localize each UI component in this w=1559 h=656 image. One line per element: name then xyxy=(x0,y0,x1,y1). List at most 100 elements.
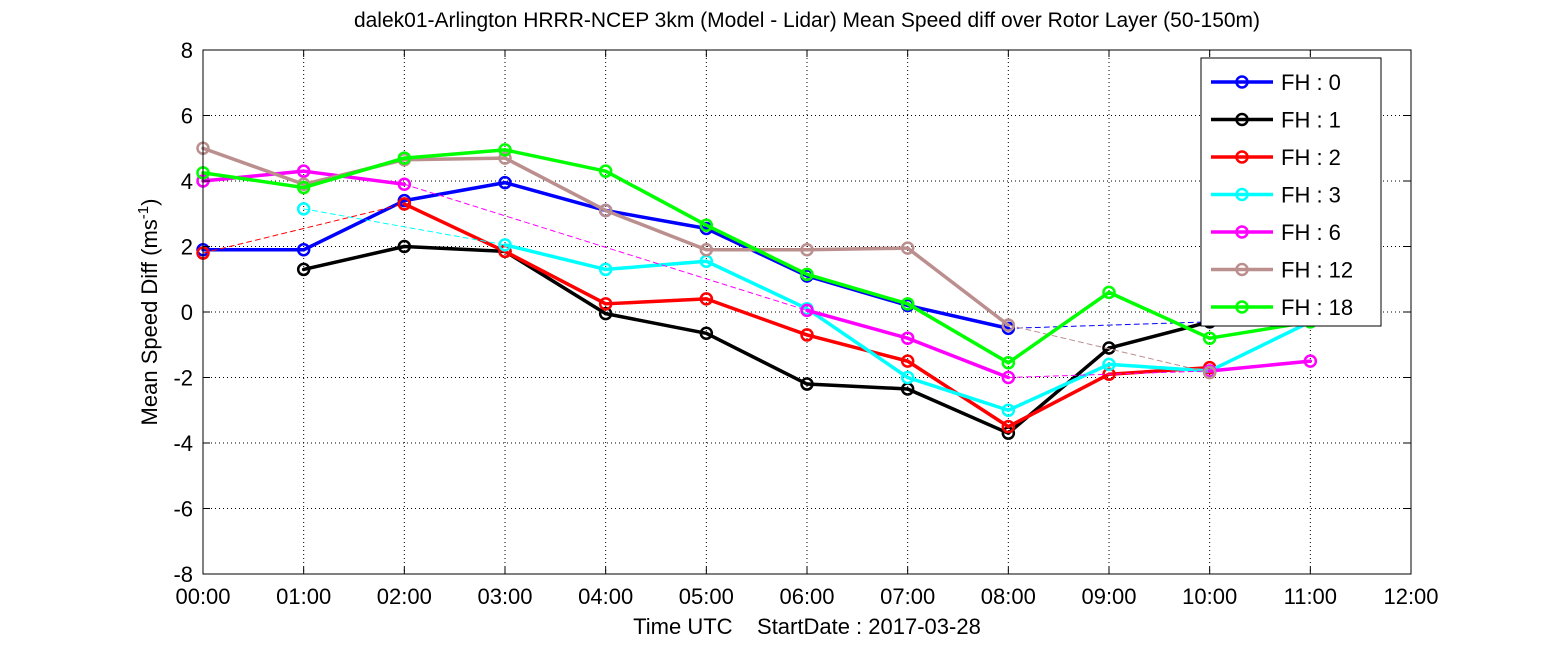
data-point xyxy=(498,151,512,165)
x-tick-label: 09:00 xyxy=(1081,584,1136,609)
series-line xyxy=(301,169,407,187)
x-tick-label: 07:00 xyxy=(880,584,935,609)
series-line xyxy=(603,297,709,306)
legend-entry: FH : 18 xyxy=(1211,295,1353,320)
series-line xyxy=(503,249,608,306)
legend-label: FH : 1 xyxy=(1281,108,1341,133)
legend-swatch-marker xyxy=(1235,187,1249,202)
series-line xyxy=(603,208,709,231)
series-line xyxy=(201,169,306,183)
data-point xyxy=(397,177,412,192)
series-gap-line xyxy=(1007,321,1211,329)
series-gap-line xyxy=(403,183,808,311)
y-tick-label: -8 xyxy=(173,562,193,587)
series-line xyxy=(603,311,709,336)
data-point xyxy=(800,377,814,391)
series-line xyxy=(402,148,507,160)
data-point xyxy=(397,151,412,165)
x-tick-label: 00:00 xyxy=(175,584,230,609)
legend-swatch-marker xyxy=(1235,75,1249,89)
series-line xyxy=(905,302,1011,365)
series-line xyxy=(603,208,709,252)
legend-swatch-marker xyxy=(1235,225,1249,239)
data-point xyxy=(598,203,613,218)
series-line xyxy=(503,148,608,173)
data-point xyxy=(498,175,512,190)
series-line xyxy=(503,180,608,213)
chart-title: dalek01-Arlington HRRR-NCEP 3km (Model -… xyxy=(354,9,1260,32)
legend-swatch-marker xyxy=(1235,300,1249,314)
data-point xyxy=(1202,331,1217,345)
y-tick-label: -4 xyxy=(173,431,193,456)
series-line xyxy=(1107,290,1212,340)
y-tick-label: -2 xyxy=(173,366,193,391)
data-point xyxy=(296,202,311,216)
series-gap-line xyxy=(303,208,506,246)
y-axis-label-superscript: -1 xyxy=(135,206,152,219)
series xyxy=(196,141,1217,380)
x-tick-label: 02:00 xyxy=(377,584,432,609)
data-point xyxy=(1102,285,1116,300)
y-axis-label: Mean Speed Diff (ms-1) xyxy=(135,199,162,426)
series-line xyxy=(301,244,407,272)
series-line xyxy=(905,246,1011,327)
y-tick-label: 8 xyxy=(181,38,193,63)
x-tick-label: 10:00 xyxy=(1182,584,1237,609)
data-point xyxy=(699,292,714,306)
series-line xyxy=(805,306,910,380)
series-line xyxy=(201,171,306,190)
legend-swatch-marker xyxy=(1235,262,1249,277)
y-tick-label: -6 xyxy=(173,497,193,522)
data-point xyxy=(699,326,714,341)
x-tick-label: 04:00 xyxy=(578,584,633,609)
series-line xyxy=(905,336,1011,380)
series-line xyxy=(805,308,910,340)
legend-label: FH : 2 xyxy=(1281,145,1341,170)
legend-swatch-marker xyxy=(1235,150,1249,164)
series-line xyxy=(905,375,1011,412)
x-axis-label: Time UTC StartDate : 2017-03-28 xyxy=(633,614,981,639)
y-tick-label: 6 xyxy=(181,104,193,129)
x-axis: 00:00 01:00 02:00 03:00 04:00 05:00 06:00 07:00… xyxy=(175,50,1439,609)
series-line xyxy=(905,387,1011,435)
legend-entry: FH : 0 xyxy=(1211,70,1341,95)
series-line xyxy=(503,243,608,272)
legend-swatch-marker xyxy=(1235,112,1249,127)
data-point xyxy=(1001,356,1016,370)
series-line xyxy=(402,202,507,254)
series-line xyxy=(301,198,407,252)
legend-label: FH : 12 xyxy=(1281,258,1353,283)
y-tick-label: 4 xyxy=(181,169,193,194)
x-tick-label: 11:00 xyxy=(1284,584,1337,609)
data-point xyxy=(900,297,915,311)
series xyxy=(196,164,1318,385)
legend-label: FH : 6 xyxy=(1281,220,1341,245)
series-line xyxy=(503,156,608,213)
data-point xyxy=(1303,354,1318,368)
data-point xyxy=(598,262,613,277)
data-point xyxy=(598,297,613,311)
series-line xyxy=(704,223,809,277)
data-point xyxy=(900,331,915,345)
x-tick-label: 05:00 xyxy=(679,584,734,609)
series xyxy=(196,197,1217,434)
y-tick-label: 0 xyxy=(181,300,193,325)
legend-entry: FH : 2 xyxy=(1211,145,1341,170)
data-point xyxy=(900,241,915,255)
series-line xyxy=(1006,362,1111,412)
legend-entry: FH : 6 xyxy=(1211,220,1341,245)
data-point xyxy=(598,164,613,178)
legend-label: FH : 18 xyxy=(1281,295,1353,320)
series-gap-line xyxy=(202,203,405,254)
series-line xyxy=(1006,372,1111,429)
series-line xyxy=(402,244,507,254)
data-point xyxy=(800,303,814,318)
y-axis: -8 -6 -4 -2 0 2 4 6 8 xyxy=(173,38,1411,587)
series-line xyxy=(1207,320,1313,373)
series-line xyxy=(402,156,507,162)
data-point xyxy=(296,180,311,195)
series-line xyxy=(1207,359,1313,373)
data-point xyxy=(1001,318,1016,332)
legend-label: FH : 3 xyxy=(1281,183,1341,208)
